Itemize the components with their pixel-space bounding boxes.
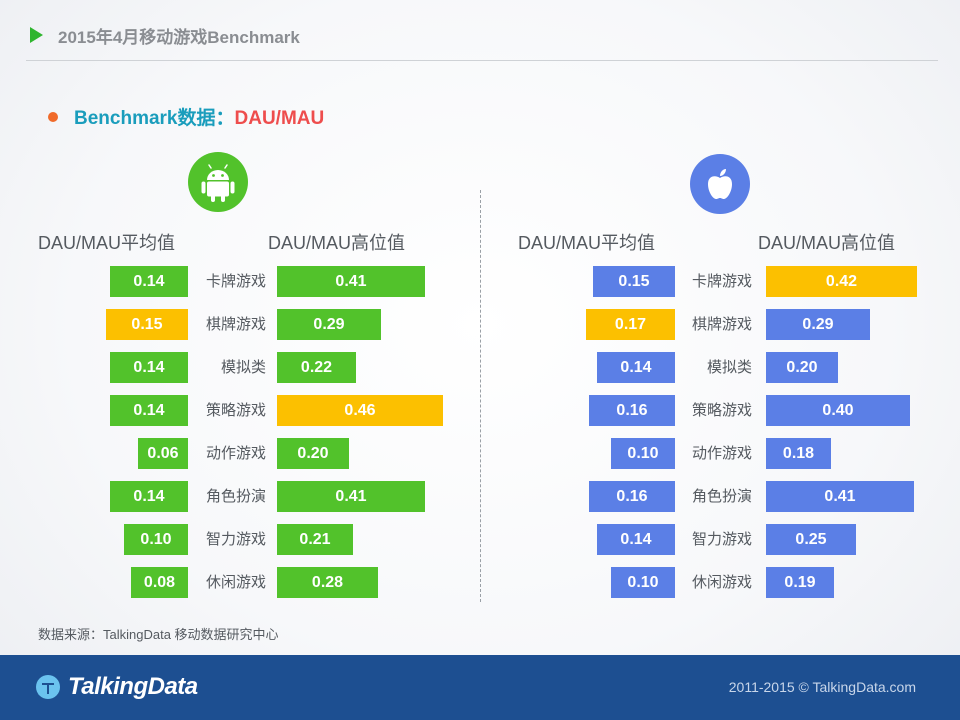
ios-category-label: 棋牌游戏 [691,316,752,333]
bullet-dot-icon [48,111,58,122]
footer-logo: TalkingData [34,669,198,705]
android-category-label: 动作游戏 [205,445,266,462]
android-avg-bar: 0.14 [110,352,188,383]
ios-avg-bar: 0.14 [597,524,675,555]
android-high-bar: 0.20 [277,438,349,469]
footer-copyright: 2011-2015 © TalkingData.com [728,679,916,695]
talkingdata-logo-icon [36,675,60,699]
ios-high-bar: 0.29 [766,309,870,340]
ios-category-label: 模拟类 [706,359,752,376]
footer-bar: TalkingData 2011-2015 © TalkingData.com [0,655,960,720]
subtitle-main: Benchmark数据： [74,108,235,129]
ios-avg-bar: 0.14 [597,352,675,383]
ios-avg-bar: 0.16 [589,395,675,426]
android-avg-bar: 0.14 [110,266,188,297]
android-avg-bar: 0.14 [110,481,188,512]
android-category-label: 休闲游戏 [205,574,266,591]
android-avg-bar: 0.06 [138,438,188,469]
ios-category-label: 卡牌游戏 [691,273,752,290]
ios-high-header: DAU/MAU高位值 [758,233,896,253]
ios-high-bar: 0.42 [766,266,917,297]
page-title: 2015年4月移动游戏Benchmark [58,28,300,47]
ios-high-bar: 0.41 [766,481,914,512]
section-subtitle: Benchmark数据：DAU/MAU [48,103,324,130]
ios-avg-bar: 0.17 [586,309,675,340]
android-category-label: 智力游戏 [205,531,266,548]
ios-high-bar: 0.25 [766,524,856,555]
android-avg-bar: 0.10 [124,524,188,555]
android-category-label: 模拟类 [220,359,266,376]
android-category-label: 卡牌游戏 [205,273,266,290]
subtitle-accent: DAU/MAU [234,108,325,129]
title-divider [26,60,938,61]
ios-avg-bar: 0.16 [589,481,675,512]
ios-high-bar: 0.40 [766,395,910,426]
play-arrow-icon [30,27,43,43]
android-avg-bar: 0.08 [131,567,188,598]
ios-high-bar: 0.20 [766,352,838,383]
ios-category-label: 策略游戏 [691,402,752,419]
ios-avg-bar: 0.10 [611,438,675,469]
android-high-bar: 0.41 [277,266,425,297]
ios-category-label: 智力游戏 [691,531,752,548]
ios-category-label: 角色扮演 [691,488,752,505]
android-avg-bar: 0.15 [106,309,188,340]
ios-avg-header: DAU/MAU平均值 [518,233,656,253]
android-high-bar: 0.28 [277,567,378,598]
ios-avg-bar: 0.15 [593,266,675,297]
android-high-bar: 0.21 [277,524,353,555]
android-category-label: 策略游戏 [205,402,266,419]
android-category-label: 角色扮演 [205,488,266,505]
android-avg-bar: 0.14 [110,395,188,426]
android-avg-header: DAU/MAU平均值 [38,233,176,253]
ios-category-label: 动作游戏 [691,445,752,462]
footer-logo-text: TalkingData [68,673,198,700]
ios-high-bar: 0.19 [766,567,834,598]
ios-avg-bar: 0.10 [611,567,675,598]
android-high-bar: 0.46 [277,395,443,426]
android-category-label: 棋牌游戏 [205,316,266,333]
android-high-bar: 0.22 [277,352,356,383]
source-note: 数据来源：TalkingData 移动数据研究中心 [38,627,279,642]
panel-divider [480,190,481,602]
android-high-bar: 0.41 [277,481,425,512]
android-icon [188,152,248,212]
android-high-bar: 0.29 [277,309,381,340]
ios-high-bar: 0.18 [766,438,831,469]
apple-icon [690,154,750,214]
ios-category-label: 休闲游戏 [691,574,752,591]
android-high-header: DAU/MAU高位值 [268,233,406,253]
title-bar: 2015年4月移动游戏Benchmark [0,0,960,64]
